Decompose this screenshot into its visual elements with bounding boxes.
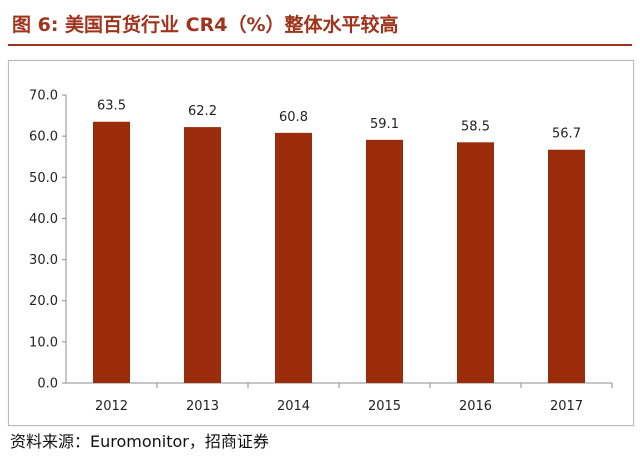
y-tick-label: 60.0 xyxy=(29,130,58,145)
y-tick-label: 20.0 xyxy=(29,294,58,309)
chart-title: 图 6: 美国百货行业 CR4（%）整体水平较高 xyxy=(12,14,399,36)
x-tick-label-2014: 2014 xyxy=(277,399,310,414)
title-divider xyxy=(8,44,632,46)
data-label-2012: 63.5 xyxy=(97,99,126,114)
y-tick-label: 50.0 xyxy=(29,171,58,186)
data-label-2013: 62.2 xyxy=(188,104,217,119)
data-label-2017: 56.7 xyxy=(552,127,581,142)
data-label-2016: 58.5 xyxy=(461,119,490,134)
data-label-2014: 60.8 xyxy=(279,110,308,125)
x-tick-label-2012: 2012 xyxy=(95,399,128,414)
y-tick-label: 70.0 xyxy=(29,89,58,104)
x-tick-label-2016: 2016 xyxy=(459,399,492,414)
y-tick-label: 10.0 xyxy=(29,335,58,350)
bar-2017 xyxy=(548,149,585,383)
x-tick-label-2013: 2013 xyxy=(186,399,219,414)
bar-2016 xyxy=(457,142,494,383)
y-tick-label: 30.0 xyxy=(29,253,58,268)
x-tick-label-2017: 2017 xyxy=(550,399,583,414)
y-tick-label: 0.0 xyxy=(37,377,58,392)
data-label-2015: 59.1 xyxy=(370,117,399,132)
source-note: 资料来源：Euromonitor，招商证券 xyxy=(10,432,269,451)
x-tick-label-2015: 2015 xyxy=(368,399,401,414)
y-tick-label: 40.0 xyxy=(29,212,58,227)
bar-2012 xyxy=(93,121,130,383)
bar-2013 xyxy=(184,127,221,383)
bar-2015 xyxy=(366,139,403,383)
bar-2014 xyxy=(275,132,312,383)
